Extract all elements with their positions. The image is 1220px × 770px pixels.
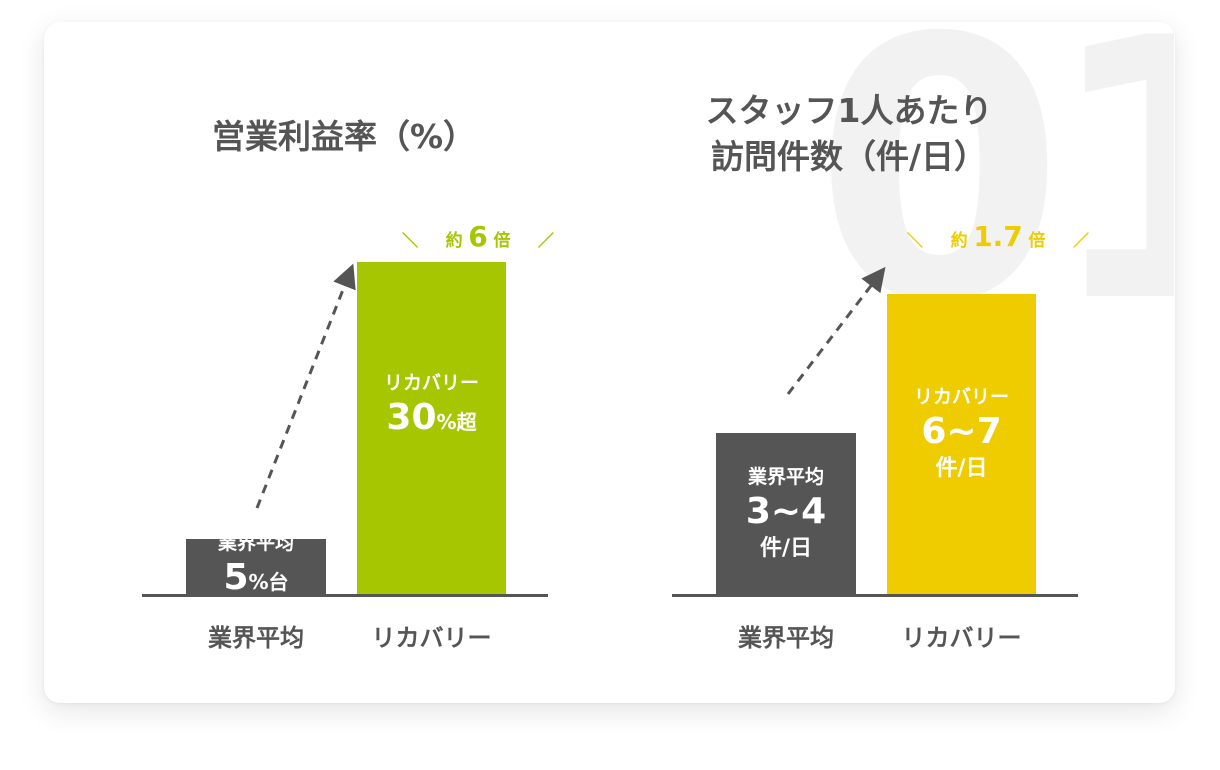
chart2-multiplier: ＼ 約 1.7 倍 ／: [868, 220, 1128, 253]
chart2-category-recovery: リカバリー: [901, 624, 1022, 652]
chart2-title-line2: 訪問件数（件/日）: [710, 137, 988, 176]
chart2-mult-right-mark: ／: [1072, 231, 1089, 250]
chart2-baseline: [672, 594, 1078, 597]
chart2-mult-suffix: 倍: [1028, 231, 1046, 251]
chart2-bar-industry: 業界平均 3~4 件/日: [716, 433, 856, 594]
chart1-bar-industry-value: 5%台: [223, 556, 289, 598]
chart1-category-industry: 業界平均: [208, 624, 304, 652]
chart1-bar-industry: 業界平均 5%台: [186, 532, 326, 598]
chart1-bar-industry-label: 業界平均: [217, 531, 294, 554]
chart1-baseline: [142, 594, 548, 597]
chart1-mult-suffix: 倍: [493, 231, 511, 251]
chart2-title: スタッフ1人あたり 訪問件数（件/日）: [644, 88, 1054, 180]
chart1-mult-right-mark: ／: [537, 231, 554, 250]
chart1-mult-value: 6: [468, 220, 488, 253]
chart2-mult-value: 1.7: [973, 220, 1023, 253]
growth-arrows: [255, 263, 886, 509]
chart2-bar-industry-label: 業界平均: [747, 465, 824, 488]
chart1-mult-left-mark: ＼: [402, 231, 419, 250]
chart1-bar-recovery-label: リカバリー: [383, 372, 479, 394]
chart1-category-recovery: リカバリー: [371, 624, 492, 652]
chart2-category-industry: 業界平均: [738, 624, 834, 652]
chart1-title: 営業利益率（%）: [211, 117, 477, 156]
chart2-bar-industry-unit: 件/日: [759, 535, 813, 561]
chart-card: 01 営業利益率（%） ＼ 約 6 倍 ／ 業界平均 5%台 リカバリー 30%…: [44, 22, 1175, 703]
chart2-bar-industry-value: 3~4: [745, 490, 827, 532]
chart1-multiplier: ＼ 約 6 倍 ／: [358, 220, 598, 253]
chart2-bar-recovery-unit: 件/日: [935, 456, 988, 481]
chart2-bar-recovery-value: 6~7: [921, 411, 1002, 452]
chart2-mult-left-mark: ＼: [907, 231, 924, 250]
chart1-bar-recovery: リカバリー 30%超: [357, 262, 506, 594]
chart2-growth-arrow: [786, 266, 886, 395]
chart1-growth-arrow: [255, 263, 356, 509]
chart1-mult-prefix: 約: [445, 231, 463, 251]
chart1-bar-recovery-value: 30%超: [386, 397, 477, 438]
chart2-bar-recovery-label: リカバリー: [913, 386, 1009, 408]
chart2-mult-prefix: 約: [950, 231, 968, 251]
chart2-title-line1: スタッフ1人あたり: [705, 91, 993, 130]
chart2-bar-recovery: リカバリー 6~7 件/日: [887, 294, 1036, 594]
